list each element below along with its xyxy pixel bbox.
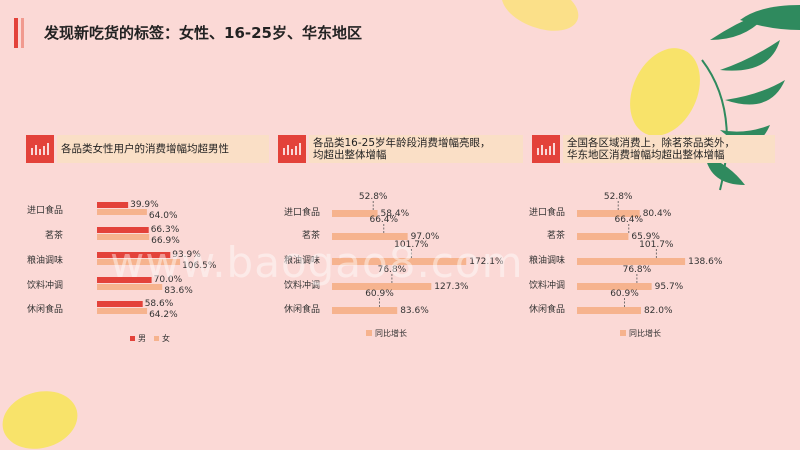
panel-title: 各品类16-25岁年龄段消费增幅亮眼， 均超出整体增幅: [309, 135, 523, 163]
overall-label: 60.9%: [610, 289, 639, 299]
data-label: 106.5%: [182, 261, 217, 271]
legend-swatch-male: [130, 336, 135, 341]
overall-label: 52.8%: [604, 192, 633, 202]
bar-growth: [577, 283, 652, 290]
data-label: 93.9%: [172, 250, 201, 260]
legend-label: 女: [162, 333, 170, 343]
bar-growth: [332, 233, 408, 240]
data-label: 95.7%: [655, 282, 684, 292]
data-label: 39.9%: [130, 200, 159, 210]
bar-female: [97, 234, 150, 240]
bar-male: [97, 301, 143, 307]
panel-gender: 各品类女性用户的消费增幅均超男性: [26, 133, 270, 333]
bar-growth: [577, 258, 686, 265]
bar-male: [97, 277, 152, 283]
data-label: 65.9%: [631, 232, 660, 242]
data-label: 80.4%: [643, 209, 672, 219]
bar-growth: [332, 210, 378, 217]
data-label: 83.6%: [400, 306, 429, 316]
overall-label: 101.7%: [394, 240, 429, 250]
legend-label: 男: [138, 334, 146, 343]
legend-swatch-growth: [366, 330, 372, 336]
legend-swatch-growth: [620, 330, 626, 336]
tick-label: 饮料冲调: [529, 279, 565, 291]
data-label: 66.3%: [151, 225, 180, 235]
bar-male: [97, 227, 149, 233]
chart-icon: [532, 135, 560, 163]
bar-growth: [332, 258, 467, 265]
overall-label: 66.4%: [369, 215, 398, 225]
tick-label: 粮油调味: [27, 254, 63, 266]
tick-label: 粮油调味: [284, 254, 320, 266]
legend-label: 同比增长: [629, 328, 661, 338]
overall-label: 60.9%: [365, 289, 394, 299]
tick-label: 茗茶: [45, 229, 63, 241]
title-accent-bar-light: [21, 18, 24, 48]
tick-label: 休闲食品: [27, 303, 63, 315]
overall-label: 66.4%: [614, 215, 643, 225]
title-accent-bar: [14, 18, 18, 48]
overall-label: 52.8%: [359, 192, 388, 202]
data-label: 64.0%: [149, 211, 178, 221]
data-label: 172.1%: [469, 257, 504, 267]
panel-title: 各品类女性用户的消费增幅均超男性: [57, 135, 269, 163]
lemon-decoration-top: [501, 0, 800, 191]
bar-growth: [577, 233, 629, 240]
tick-label: 饮料冲调: [284, 279, 320, 291]
overall-label: 76.8%: [623, 265, 652, 275]
bar-growth: [577, 210, 640, 217]
tick-label: 休闲食品: [529, 303, 565, 315]
bar-female: [97, 259, 181, 265]
overall-label: 101.7%: [639, 240, 674, 250]
panel-age: 各品类16-25岁年龄段消费增幅亮眼， 均超出整体增幅: [278, 133, 523, 333]
bar-growth: [332, 283, 432, 290]
tick-label: 进口食品: [529, 206, 565, 218]
tick-label: 进口食品: [27, 204, 63, 216]
legend-label: 同比增长: [375, 328, 407, 338]
data-label: 127.3%: [434, 282, 469, 292]
page-title: 发现新吃货的标签：女性、16-25岁、华东地区: [44, 24, 362, 42]
data-label: 66.9%: [151, 236, 180, 246]
bar-growth: [332, 307, 398, 314]
panel-region: 全国各区域消费上，除茗茶品类外， 华东地区消费增幅均超出整体增幅: [532, 133, 776, 333]
chart-icon: [278, 135, 306, 163]
legend-swatch-female: [154, 336, 159, 341]
tick-label: 粮油调味: [529, 254, 565, 266]
panel-title: 全国各区域消费上，除茗茶品类外， 华东地区消费增幅均超出整体增幅: [563, 135, 775, 163]
tick-label: 进口食品: [284, 206, 320, 218]
data-label: 83.6%: [164, 286, 193, 296]
chart-icon: [26, 135, 54, 163]
overall-label: 76.8%: [378, 265, 407, 275]
data-label: 70.0%: [154, 275, 183, 285]
bar-female: [97, 284, 163, 290]
data-label: 82.0%: [644, 306, 673, 316]
tick-label: 饮料冲调: [27, 279, 63, 291]
bar-male: [97, 252, 171, 258]
bar-male: [97, 202, 129, 208]
data-label: 97.0%: [411, 232, 440, 242]
tick-label: 茗茶: [547, 229, 565, 241]
lemon-decoration-bottom: [2, 391, 78, 449]
data-label: 138.6%: [688, 257, 723, 267]
bar-female: [97, 308, 148, 314]
tick-label: 茗茶: [302, 229, 320, 241]
tick-label: 休闲食品: [284, 303, 320, 315]
bar-growth: [577, 307, 641, 314]
data-label: 58.4%: [381, 209, 410, 219]
data-label: 58.6%: [145, 299, 174, 309]
data-label: 64.2%: [149, 310, 178, 320]
bar-female: [97, 209, 147, 215]
